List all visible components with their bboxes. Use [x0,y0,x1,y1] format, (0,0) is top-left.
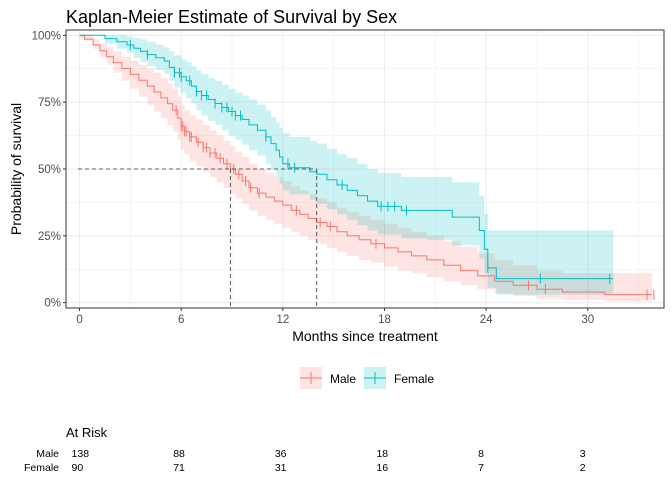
x-tick-label: 18 [378,314,391,326]
risk-table-title: At Risk [66,425,108,440]
censor-marks [129,39,655,300]
legend-label-female: Female [394,372,434,386]
x-tick-label: 12 [276,314,289,326]
risk-row-label-male: Male [36,448,59,460]
risk-value: 8 [478,448,484,460]
grid-lines [66,30,664,308]
risk-value: 3 [580,448,586,460]
median-lines [78,168,318,308]
risk-table: At Risk Male Female 138 88 36 18 8 3 90 71 31 16 7… [24,425,586,474]
survival-curve-female [79,34,614,280]
y-tick-label: 50% [38,164,61,176]
survival-curves [79,34,653,296]
risk-value: 90 [72,462,84,474]
y-tick-label: 0% [44,298,61,310]
y-tick-label: 25% [38,231,61,243]
x-tick-label: 0 [76,314,82,326]
x-tick-label: 6 [178,314,184,326]
risk-value: 2 [580,462,586,474]
x-tick-label: 30 [581,314,594,326]
risk-value: 31 [275,462,287,474]
y-axis-title: Probability of survival [8,103,24,235]
y-tick-label: 75% [38,97,61,109]
risk-value: 7 [478,462,484,474]
confidence-band-male [79,35,653,302]
risk-value: 138 [72,448,90,460]
risk-value: 88 [173,448,185,460]
legend: Male Female [300,367,434,389]
risk-value: 16 [376,462,388,474]
axis-ticks: 0 6 12 18 24 30 0% 25% 50% 75% 100% [32,30,595,326]
x-tick-label: 24 [480,314,493,326]
legend-label-male: Male [330,372,356,386]
confidence-band-female [79,35,614,295]
risk-value: 36 [275,448,287,460]
confidence-bands [79,35,653,302]
chart-title: Kaplan-Meier Estimate of Survival by Sex [66,7,397,27]
y-tick-label: 100% [32,30,61,42]
x-axis-title: Months since treatment [292,328,438,344]
survival-curve-male [79,34,653,296]
risk-row-label-female: Female [24,462,59,474]
risk-value: 18 [376,448,388,460]
risk-value: 71 [173,462,185,474]
